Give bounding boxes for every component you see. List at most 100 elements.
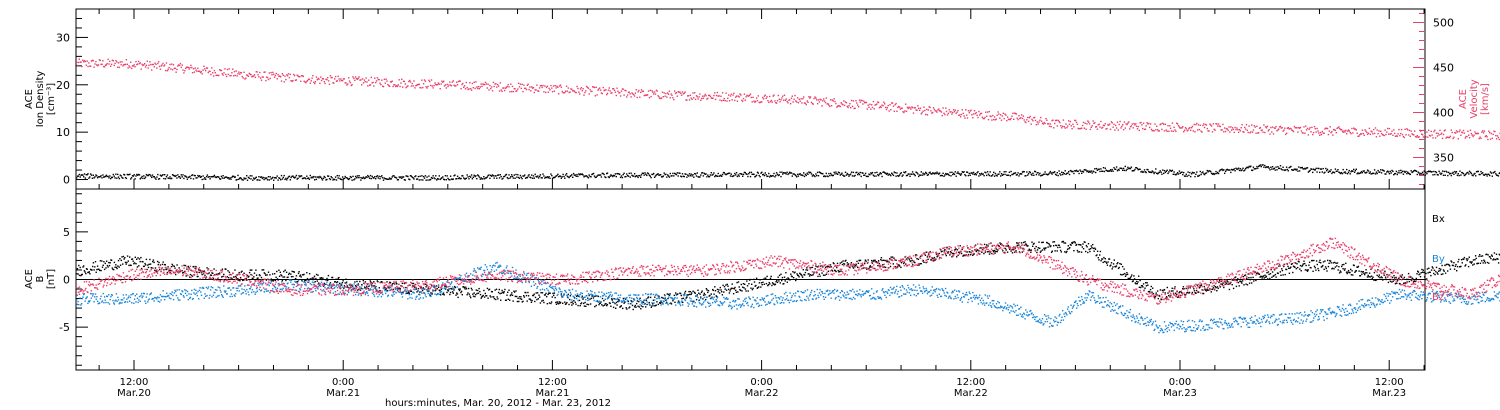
density-point — [1448, 173, 1451, 175]
velocity-point — [1476, 132, 1479, 135]
velocity-point — [429, 84, 432, 87]
velocity-point — [461, 83, 463, 86]
density-point — [1285, 169, 1287, 171]
velocity-point — [507, 83, 509, 86]
density-point — [358, 175, 360, 177]
density-point — [1475, 175, 1477, 177]
velocity-point — [979, 112, 982, 115]
density-point — [1375, 171, 1378, 173]
density-point — [959, 173, 961, 175]
velocity-point — [1373, 128, 1375, 131]
velocity-point — [1326, 127, 1329, 130]
density-point — [1051, 173, 1053, 175]
velocity-point — [1047, 123, 1049, 125]
velocity-point — [592, 86, 594, 88]
density-point — [373, 177, 375, 179]
velocity-point — [1264, 131, 1266, 134]
density-point — [968, 172, 970, 175]
velocity-point — [152, 63, 155, 66]
density-point — [780, 175, 782, 178]
density-point — [1190, 173, 1193, 175]
density-point — [844, 171, 847, 173]
density-point — [334, 178, 336, 181]
density-point — [759, 176, 761, 178]
velocity-point — [617, 90, 619, 92]
density-point — [1495, 173, 1497, 175]
density-point — [395, 177, 398, 179]
velocity-point — [1377, 133, 1379, 135]
velocity-point — [728, 100, 731, 102]
density-point — [876, 171, 878, 174]
density-point — [340, 178, 342, 180]
density-point — [756, 171, 759, 173]
velocity-point — [172, 64, 175, 66]
velocity-point — [1380, 130, 1382, 132]
density-point — [840, 173, 842, 175]
density-point — [1394, 172, 1397, 175]
density-point — [883, 171, 885, 173]
velocity-point — [506, 85, 508, 88]
density-point — [667, 175, 670, 177]
density-point — [489, 177, 491, 179]
density-point — [923, 174, 925, 176]
density-point — [162, 174, 164, 176]
density-point — [282, 176, 284, 179]
velocity-point — [186, 66, 189, 68]
velocity-point — [1451, 131, 1453, 134]
density-point — [789, 172, 792, 174]
velocity-point — [977, 116, 979, 119]
velocity-point — [1454, 131, 1456, 134]
velocity-point — [199, 71, 202, 74]
velocity-point — [533, 91, 535, 94]
density-point — [1261, 164, 1263, 166]
density-point — [633, 175, 635, 177]
density-point — [456, 178, 458, 180]
density-point — [118, 177, 121, 180]
density-point — [1231, 169, 1234, 171]
density-point — [1304, 167, 1306, 170]
density-point — [93, 177, 95, 179]
density-point — [1381, 169, 1384, 171]
velocity-point — [834, 100, 836, 103]
density-point — [1156, 173, 1159, 175]
velocity-point — [1206, 127, 1208, 130]
velocity-point — [184, 70, 186, 72]
density-point — [99, 176, 101, 178]
velocity-point — [214, 72, 216, 74]
velocity-point — [1484, 135, 1486, 138]
velocity-point — [317, 77, 319, 80]
velocity-point — [560, 86, 562, 88]
velocity-point — [1075, 121, 1078, 124]
density-point — [675, 173, 678, 176]
density-point — [241, 179, 243, 181]
density-point — [160, 175, 162, 177]
velocity-point — [185, 67, 187, 70]
velocity-point — [1063, 126, 1065, 128]
density-point — [1213, 173, 1215, 176]
velocity-point — [427, 85, 429, 88]
velocity-point — [438, 83, 440, 85]
velocity-point — [906, 106, 909, 109]
density-point — [710, 172, 712, 174]
density-point — [575, 175, 577, 177]
density-point — [704, 173, 706, 175]
density-point — [332, 179, 334, 181]
density-point — [657, 173, 659, 175]
density-point — [317, 176, 319, 178]
velocity-point — [932, 107, 935, 109]
density-point — [887, 174, 889, 176]
density-point — [1150, 171, 1153, 174]
density-point — [542, 173, 544, 175]
velocity-point — [124, 63, 127, 66]
velocity-point — [813, 97, 815, 100]
density-point — [984, 171, 986, 173]
velocity-point — [626, 96, 628, 98]
density-point — [1282, 166, 1284, 168]
density-point — [248, 177, 250, 179]
velocity-point — [1379, 135, 1381, 137]
density-point — [1070, 170, 1072, 172]
density-point — [388, 177, 391, 179]
velocity-point — [536, 84, 538, 86]
velocity-point — [1095, 126, 1097, 128]
density-point — [1480, 170, 1482, 173]
